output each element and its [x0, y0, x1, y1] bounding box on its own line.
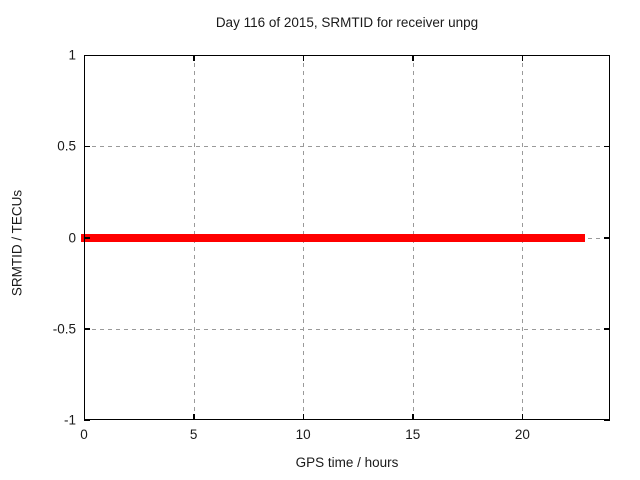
series-line-srmtid: [81, 233, 585, 242]
y-tick-label: 0: [68, 230, 76, 245]
x-tick-mark: [412, 55, 414, 61]
plot-border: [84, 55, 610, 420]
y-tick-mark: [604, 419, 610, 421]
x-tick-mark: [193, 55, 195, 61]
y-tick-mark: [84, 419, 90, 421]
x-axis-label: GPS time / hours: [295, 455, 399, 470]
y-tick-mark: [604, 54, 610, 56]
h-gridline: [84, 146, 610, 148]
x-tick-mark: [193, 414, 195, 420]
x-tick-mark: [521, 55, 524, 61]
x-tick-mark: [83, 414, 85, 420]
x-tick-mark: [412, 414, 414, 420]
y-tick-label: -0.5: [52, 321, 76, 337]
x-tick-mark: [302, 414, 305, 420]
x-tick-mark: [302, 55, 305, 61]
chart-title: Day 116 of 2015, SRMTID for receiver unp…: [215, 15, 479, 30]
x-tick-label: 20: [514, 427, 530, 442]
x-tick-mark: [83, 55, 85, 61]
y-tick-mark: [84, 54, 90, 56]
y-tick-mark: [604, 328, 610, 330]
h-gridline: [84, 328, 610, 330]
y-tick-mark: [604, 237, 610, 239]
y-tick-label: 0.5: [57, 138, 76, 154]
y-axis-label: SRMTID / TECUs: [9, 189, 25, 297]
x-tick-mark: [521, 414, 524, 420]
y-tick-label: 1: [68, 47, 76, 63]
y-tick-mark: [84, 328, 90, 330]
x-tick-label: 15: [405, 427, 421, 442]
y-tick-mark: [84, 237, 90, 239]
y-tick-label: -1: [63, 412, 76, 428]
y-tick-mark: [84, 145, 90, 148]
x-tick-label: 10: [295, 427, 311, 442]
y-tick-mark: [604, 145, 610, 148]
x-tick-label: 5: [189, 427, 198, 442]
x-tick-label: 0: [80, 427, 88, 442]
